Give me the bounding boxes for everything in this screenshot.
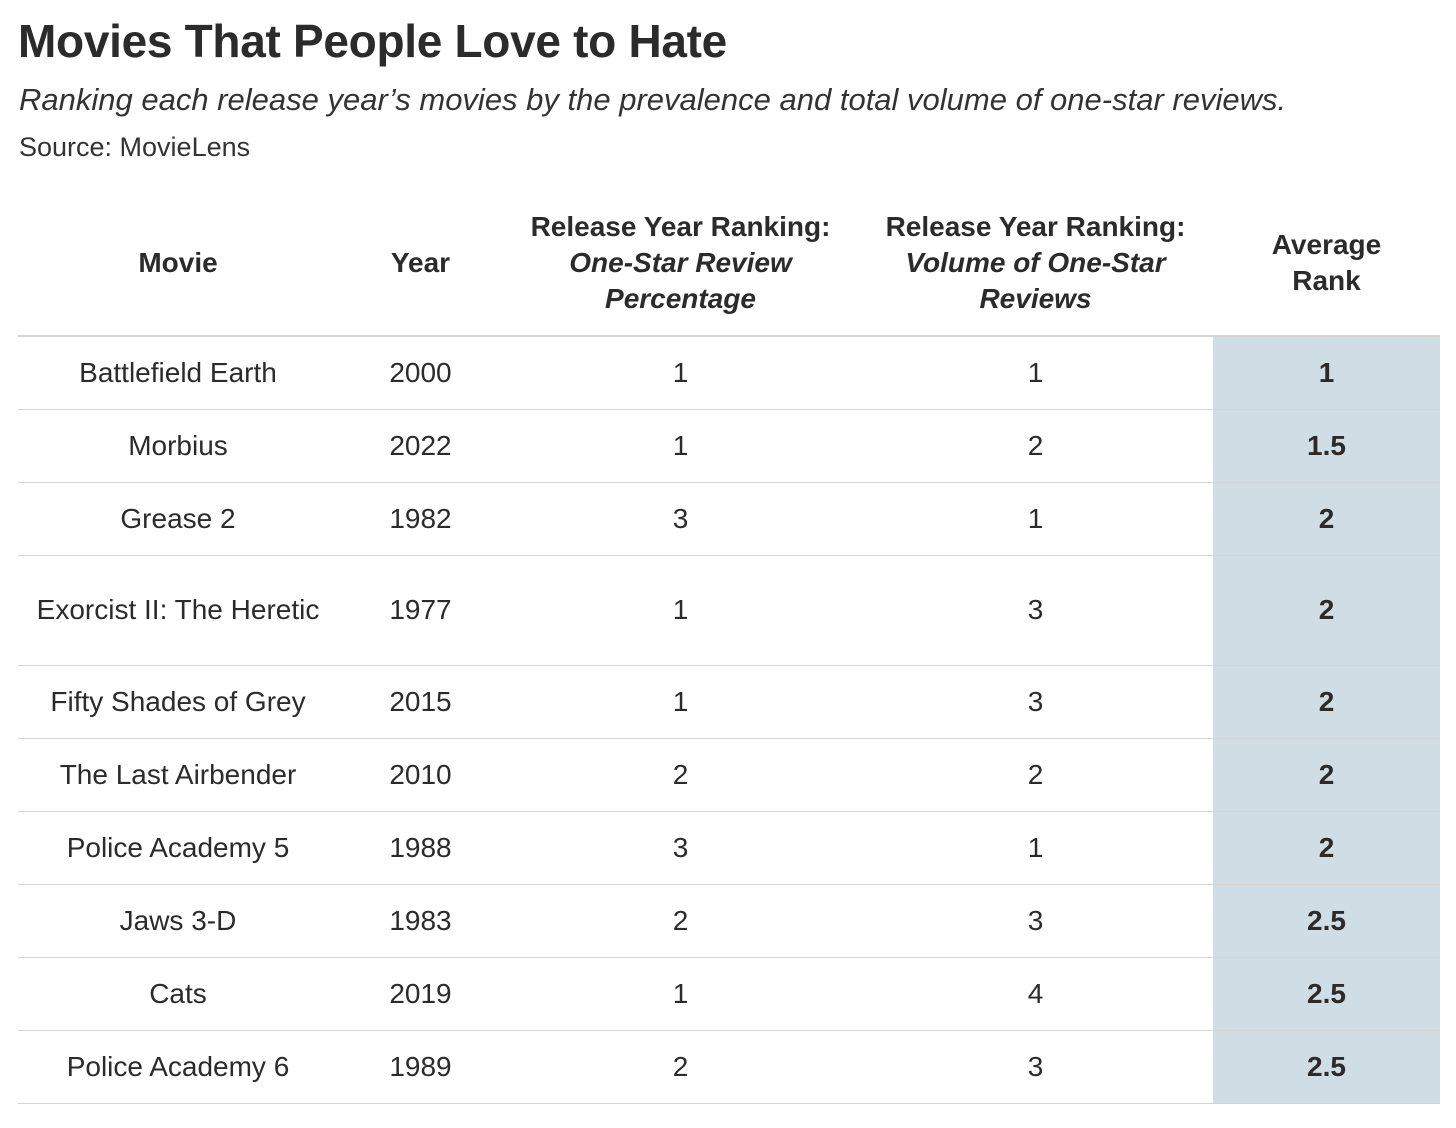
cell-volume-rank: 3 — [858, 555, 1213, 666]
cell-percentage-rank: 1 — [503, 665, 858, 739]
cell-volume-rank: 1 — [858, 811, 1213, 885]
cell-percentage-rank: 1 — [503, 336, 858, 410]
column-header-sublabel: One-Star Review Percentage — [569, 246, 792, 314]
cell-movie: Police Academy 5 — [18, 811, 338, 885]
cell-year: 1983 — [338, 884, 503, 958]
cell-average-rank: 2 — [1213, 665, 1440, 739]
cell-movie: Police Academy 6 — [18, 1030, 338, 1104]
cell-average-rank: 2 — [1213, 482, 1440, 556]
chart-title: Movies That People Love to Hate — [18, 15, 727, 67]
column-header-movie: Movie — [18, 190, 338, 337]
column-header-label: Average Rank — [1271, 228, 1382, 296]
cell-percentage-rank: 3 — [503, 811, 858, 885]
column-header-volume-ranking: Release Year Ranking: Volume of One-Star… — [858, 190, 1213, 337]
chart-subtitle: Ranking each release year’s movies by th… — [19, 82, 1287, 117]
cell-average-rank: 2.5 — [1213, 1030, 1440, 1104]
cell-movie: The Last Airbender — [18, 738, 338, 812]
table-row: Battlefield Earth 2000 1 1 1 — [18, 336, 1440, 410]
cell-movie: Cats — [18, 957, 338, 1031]
cell-year: 1988 — [338, 811, 503, 885]
table-row: Morbius 2022 1 2 1.5 — [18, 409, 1440, 483]
cell-movie: Fifty Shades of Grey — [18, 665, 338, 739]
cell-movie: Battlefield Earth — [18, 336, 338, 410]
cell-average-rank: 2 — [1213, 811, 1440, 885]
column-header-label: Release Year Ranking: — [885, 210, 1186, 242]
cell-year: 2019 — [338, 957, 503, 1031]
ranking-table: Movie Year Release Year Ranking: One-Sta… — [18, 190, 1440, 1104]
column-header-label: Release Year Ranking: — [530, 210, 831, 242]
column-header-average-rank: Average Rank — [1213, 190, 1440, 337]
cell-year: 2015 — [338, 665, 503, 739]
cell-average-rank: 2 — [1213, 555, 1440, 666]
cell-volume-rank: 4 — [858, 957, 1213, 1031]
table-row: Police Academy 6 1989 2 3 2.5 — [18, 1030, 1440, 1104]
cell-volume-rank: 3 — [858, 665, 1213, 739]
cell-movie: Jaws 3-D — [18, 884, 338, 958]
cell-year: 2000 — [338, 336, 503, 410]
column-header-label: Movie — [138, 246, 218, 278]
table-row: Cats 2019 1 4 2.5 — [18, 957, 1440, 1031]
cell-year: 2010 — [338, 738, 503, 812]
table-row: Police Academy 5 1988 3 1 2 — [18, 811, 1440, 885]
cell-percentage-rank: 1 — [503, 555, 858, 666]
cell-volume-rank: 2 — [858, 738, 1213, 812]
cell-volume-rank: 2 — [858, 409, 1213, 483]
cell-volume-rank: 1 — [858, 482, 1213, 556]
cell-year: 2022 — [338, 409, 503, 483]
cell-volume-rank: 3 — [858, 884, 1213, 958]
column-header-percentage-ranking: Release Year Ranking: One-Star Review Pe… — [503, 190, 858, 337]
column-header-label: Year — [390, 246, 451, 278]
table-row: Exorcist II: The Heretic 1977 1 3 2 — [18, 555, 1440, 666]
cell-volume-rank: 1 — [858, 336, 1213, 410]
cell-year: 1982 — [338, 482, 503, 556]
cell-average-rank: 2.5 — [1213, 957, 1440, 1031]
table-body: Battlefield Earth 2000 1 1 1 Morbius 2022 1 2 1.5… — [18, 336, 1440, 1104]
cell-percentage-rank: 1 — [503, 409, 858, 483]
cell-volume-rank: 3 — [858, 1030, 1213, 1104]
cell-average-rank: 2.5 — [1213, 884, 1440, 958]
cell-movie: Grease 2 — [18, 482, 338, 556]
table-row: Grease 2 1982 3 1 2 — [18, 482, 1440, 556]
header-row: Movie Year Release Year Ranking: One-Sta… — [18, 190, 1440, 337]
cell-movie: Exorcist II: The Heretic — [18, 555, 338, 666]
cell-average-rank: 1 — [1213, 336, 1440, 410]
column-header-year: Year — [338, 190, 503, 337]
cell-average-rank: 2 — [1213, 738, 1440, 812]
cell-average-rank: 1.5 — [1213, 409, 1440, 483]
table-row: The Last Airbender 2010 2 2 2 — [18, 738, 1440, 812]
table-row: Fifty Shades of Grey 2015 1 3 2 — [18, 665, 1440, 739]
cell-percentage-rank: 2 — [503, 1030, 858, 1104]
cell-percentage-rank: 1 — [503, 957, 858, 1031]
cell-year: 1977 — [338, 555, 503, 666]
column-header-sublabel: Volume of One-Star Reviews — [905, 246, 1166, 314]
source-note: Source: MovieLens — [19, 132, 251, 162]
cell-percentage-rank: 2 — [503, 884, 858, 958]
cell-movie: Morbius — [18, 409, 338, 483]
cell-year: 1989 — [338, 1030, 503, 1104]
table-row: Jaws 3-D 1983 2 3 2.5 — [18, 884, 1440, 958]
cell-percentage-rank: 3 — [503, 482, 858, 556]
cell-percentage-rank: 2 — [503, 738, 858, 812]
